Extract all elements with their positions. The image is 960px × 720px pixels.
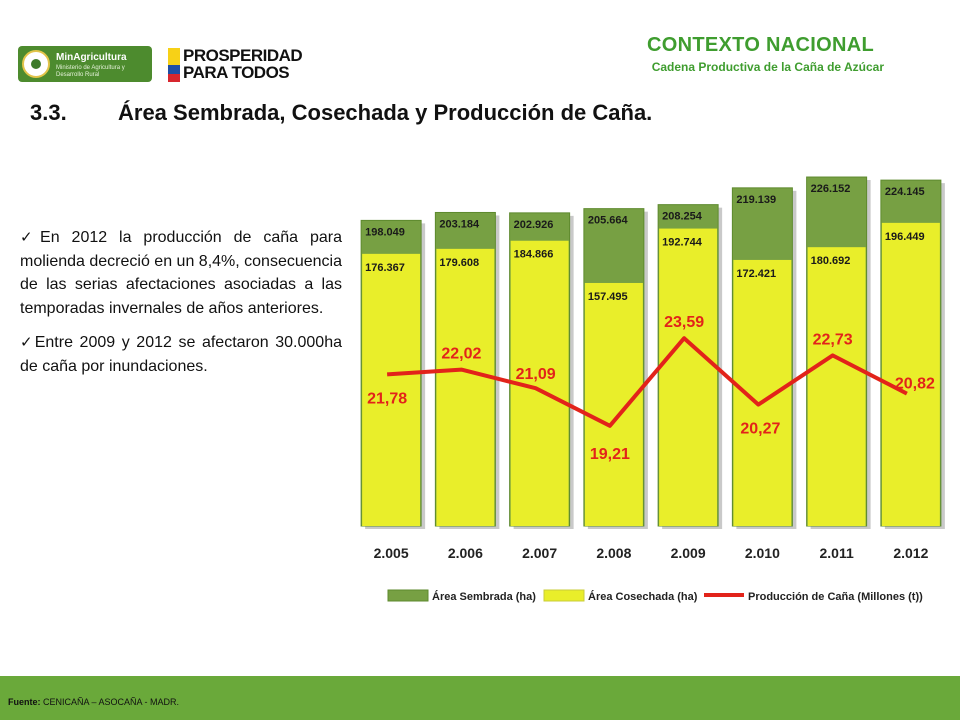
bullet-list: ✓En 2012 la producción de caña para moli… (20, 226, 342, 389)
coat-of-arms-icon (22, 50, 50, 78)
data-label-cosechada: 179.608 (439, 257, 479, 269)
bar-area-cosechada (807, 247, 866, 526)
data-label-cosechada: 172.421 (736, 268, 776, 280)
context-subtitle: Cadena Productiva de la Caña de Azúcar (651, 60, 884, 74)
data-label-sembrada: 226.152 (811, 183, 851, 195)
data-label-cosechada: 196.449 (885, 231, 925, 243)
bar-area-cosechada (733, 259, 792, 526)
data-label-cosechada: 180.692 (811, 255, 851, 267)
prosperidad-logo: PROSPERIDAD PARA TODOS (168, 44, 318, 84)
data-label-sembrada: 205.664 (588, 215, 629, 227)
data-label-sembrada: 219.139 (736, 194, 776, 206)
bullet-item: ✓Entre 2009 y 2012 se afectaron 30.000ha… (20, 331, 342, 378)
slide-title: Área Sembrada, Cosechada y Producción de… (118, 100, 653, 125)
data-label-produccion: 20,27 (740, 421, 780, 438)
data-label-produccion: 19,21 (590, 446, 630, 463)
bullet-text: En 2012 la producción de caña para molie… (20, 229, 342, 317)
data-label-produccion: 22,02 (441, 346, 481, 363)
bar-area-cosechada (362, 253, 421, 526)
legend-swatch-sembrada (387, 589, 429, 602)
data-label-cosechada: 192.744 (662, 237, 703, 249)
bar-area-cosechada (436, 248, 495, 526)
minagricultura-logo: MinAgricultura Ministerio de Agricultura… (18, 46, 152, 82)
x-tick-label: 2.008 (596, 545, 631, 561)
legend-label-cosechada: Área Cosechada (ha) (588, 590, 698, 603)
data-label-cosechada: 157.495 (588, 291, 628, 303)
ministry-logo-name: MinAgricultura (56, 52, 127, 63)
bar-area-cosechada (659, 228, 718, 526)
data-label-sembrada: 224.145 (885, 186, 925, 198)
colombia-flag-icon (168, 48, 180, 82)
data-label-sembrada: 208.254 (662, 211, 703, 223)
context-title: CONTEXTO NACIONAL (647, 34, 874, 56)
footer-source: Fuente: CENICAÑA – ASOCAÑA - MADR. (8, 697, 179, 707)
series-line-produccion (386, 336, 908, 428)
x-tick-label: 2.007 (522, 545, 557, 561)
data-label-sembrada: 202.926 (514, 219, 554, 231)
data-label-produccion: 21,78 (367, 390, 407, 407)
slide-title-number: 3.3. (30, 100, 67, 125)
production-chart: 198.049 176.367 2.005 203.184 179.608 2.006 20… (354, 160, 948, 603)
checkmark-icon: ✓ (20, 334, 35, 351)
legend-label-sembrada: Área Sembrada (ha) (432, 590, 536, 603)
ministry-logo-subtitle: Ministerio de Agricultura y Desarrollo R… (56, 65, 125, 78)
footer-bar (0, 676, 960, 720)
bar-area-cosechada (881, 222, 940, 526)
legend-swatch-cosechada (543, 589, 585, 602)
data-label-produccion: 22,73 (813, 331, 853, 348)
source-label: Fuente: (8, 697, 41, 707)
data-label-cosechada: 176.367 (365, 262, 405, 274)
bar-area-cosechada (584, 282, 643, 526)
data-label-produccion: 21,09 (516, 366, 556, 383)
x-tick-label: 2.009 (671, 545, 706, 561)
x-tick-label: 2.005 (374, 545, 409, 561)
x-tick-label: 2.012 (893, 545, 928, 561)
checkmark-icon: ✓ (20, 229, 41, 246)
x-tick-label: 2.006 (448, 545, 483, 561)
data-label-sembrada: 203.184 (439, 218, 480, 230)
x-tick-label: 2.010 (745, 545, 780, 561)
bullet-text: Entre 2009 y 2012 se afectaron 30.000ha … (20, 334, 342, 375)
legend-label-produccion: Producción de Caña (Millones (t)) (748, 591, 923, 603)
data-label-cosechada: 184.866 (514, 249, 554, 261)
x-tick-label: 2.011 (819, 545, 853, 561)
data-label-produccion: 23,59 (664, 314, 704, 331)
prosperidad-logo-line1: PROSPERIDAD (183, 46, 303, 65)
bullet-item: ✓En 2012 la producción de caña para moli… (20, 226, 342, 320)
prosperidad-logo-line2: PARA TODOS (183, 63, 290, 82)
source-text: CENICAÑA – ASOCAÑA - MADR. (40, 697, 180, 707)
data-label-sembrada: 198.049 (365, 226, 405, 238)
data-label-produccion: 20,82 (895, 376, 935, 393)
